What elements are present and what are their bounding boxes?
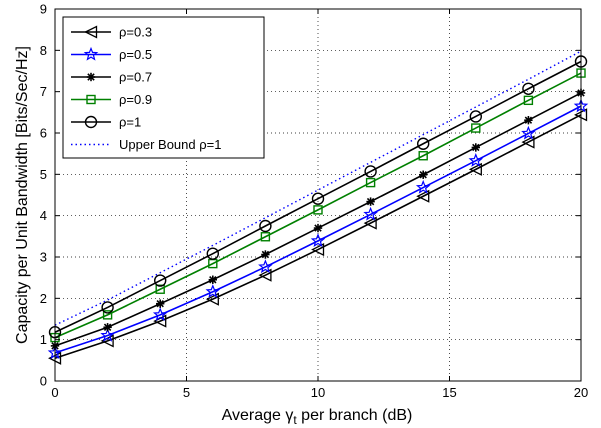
data-point <box>364 165 377 178</box>
legend-box <box>62 16 265 159</box>
data-point <box>469 110 482 123</box>
y-tick-label: 3 <box>40 250 47 265</box>
legend-marker <box>84 115 98 129</box>
legend-marker <box>86 72 96 82</box>
data-point <box>310 233 326 248</box>
y-tick-label: 1 <box>40 332 47 347</box>
data-point <box>416 189 430 203</box>
y-tick-label: 0 <box>40 374 47 389</box>
data-point <box>155 284 165 294</box>
series-line <box>54 60 582 333</box>
data-point <box>261 250 270 259</box>
data-point <box>156 299 165 308</box>
data-point <box>101 301 114 314</box>
data-point <box>153 314 167 328</box>
x-tick-label: 20 <box>574 385 588 400</box>
series-line <box>54 105 582 354</box>
axis-ticks: 0 5 10 15 20 0 1 2 3 4 5 6 7 8 9 <box>40 2 588 401</box>
data-point <box>521 125 536 140</box>
y-tick-label: 7 <box>40 84 47 99</box>
data-point <box>102 310 113 320</box>
series-2 <box>50 88 586 351</box>
y-axis-label: Capacity per Unit Bandwidth [Bits/Sec/Hz… <box>14 46 31 344</box>
data-point <box>311 243 325 257</box>
data-point <box>468 162 482 176</box>
x-tick-label: 10 <box>311 385 325 400</box>
series-line <box>54 72 582 339</box>
legend-marker <box>84 25 98 39</box>
data-point <box>418 151 428 161</box>
data-point <box>419 170 428 179</box>
data-point <box>208 275 217 284</box>
data-point <box>366 197 375 206</box>
y-tick-label: 2 <box>40 291 47 306</box>
x-tick-label: 5 <box>183 385 190 400</box>
x-tick-label: 0 <box>51 385 58 400</box>
legend-marker <box>86 94 96 105</box>
data-point <box>523 95 534 106</box>
y-tick-label: 8 <box>40 43 47 58</box>
legend-entry: ρ=0.7 <box>71 70 152 85</box>
legend-entry: Upper Bound ρ=1 <box>71 137 221 152</box>
data-point <box>153 274 167 287</box>
legend-label: Upper Bound ρ=1 <box>119 137 221 152</box>
data-point <box>313 205 323 215</box>
legend-entry: ρ=0.5 <box>71 46 152 62</box>
data-point <box>471 143 480 152</box>
x-axis-label: Average γt per branch (dB) <box>222 407 413 427</box>
series-line <box>54 114 582 360</box>
data-point <box>100 327 115 342</box>
data-point <box>522 82 535 95</box>
legend-label: ρ=0.5 <box>119 47 152 62</box>
data-point <box>205 292 219 306</box>
data-point <box>521 135 535 149</box>
legend-label: ρ=0.7 <box>119 70 152 85</box>
data-point <box>258 268 272 282</box>
y-tick-label: 6 <box>40 126 47 141</box>
legend-label: ρ=0.3 <box>119 25 152 40</box>
data-point <box>365 177 376 188</box>
legend-marker <box>83 46 99 61</box>
data-point <box>311 192 325 205</box>
data-point <box>363 216 377 230</box>
y-tick-label: 4 <box>40 208 47 223</box>
series-4 <box>48 55 588 339</box>
data-point <box>205 284 221 298</box>
legend-entry: ρ=0.3 <box>71 25 152 40</box>
data-point <box>363 206 378 221</box>
data-point <box>524 115 533 125</box>
x-tick-label: 15 <box>442 385 456 400</box>
data-point <box>313 223 323 233</box>
data-point <box>415 179 431 194</box>
legend-entry: ρ=1 <box>71 115 141 130</box>
data-point <box>471 123 481 133</box>
data-point <box>468 153 484 167</box>
y-tick-label: 9 <box>40 2 47 17</box>
legend-entry: ρ=0.9 <box>71 92 152 107</box>
legend: ρ=0.3 ρ=0.5 ρ=0.7 ρ=0.9 ρ=1 Upper Bound ρ=1 <box>62 16 265 159</box>
data-point <box>259 219 272 233</box>
data-point <box>152 307 168 322</box>
y-tick-label: 5 <box>40 167 47 182</box>
data-point <box>206 247 220 260</box>
legend-label: ρ=1 <box>119 115 141 130</box>
data-point <box>258 259 273 274</box>
legend-label: ρ=0.9 <box>119 92 152 107</box>
data-point <box>103 323 112 332</box>
data-point <box>260 232 271 242</box>
data-point <box>417 137 430 150</box>
